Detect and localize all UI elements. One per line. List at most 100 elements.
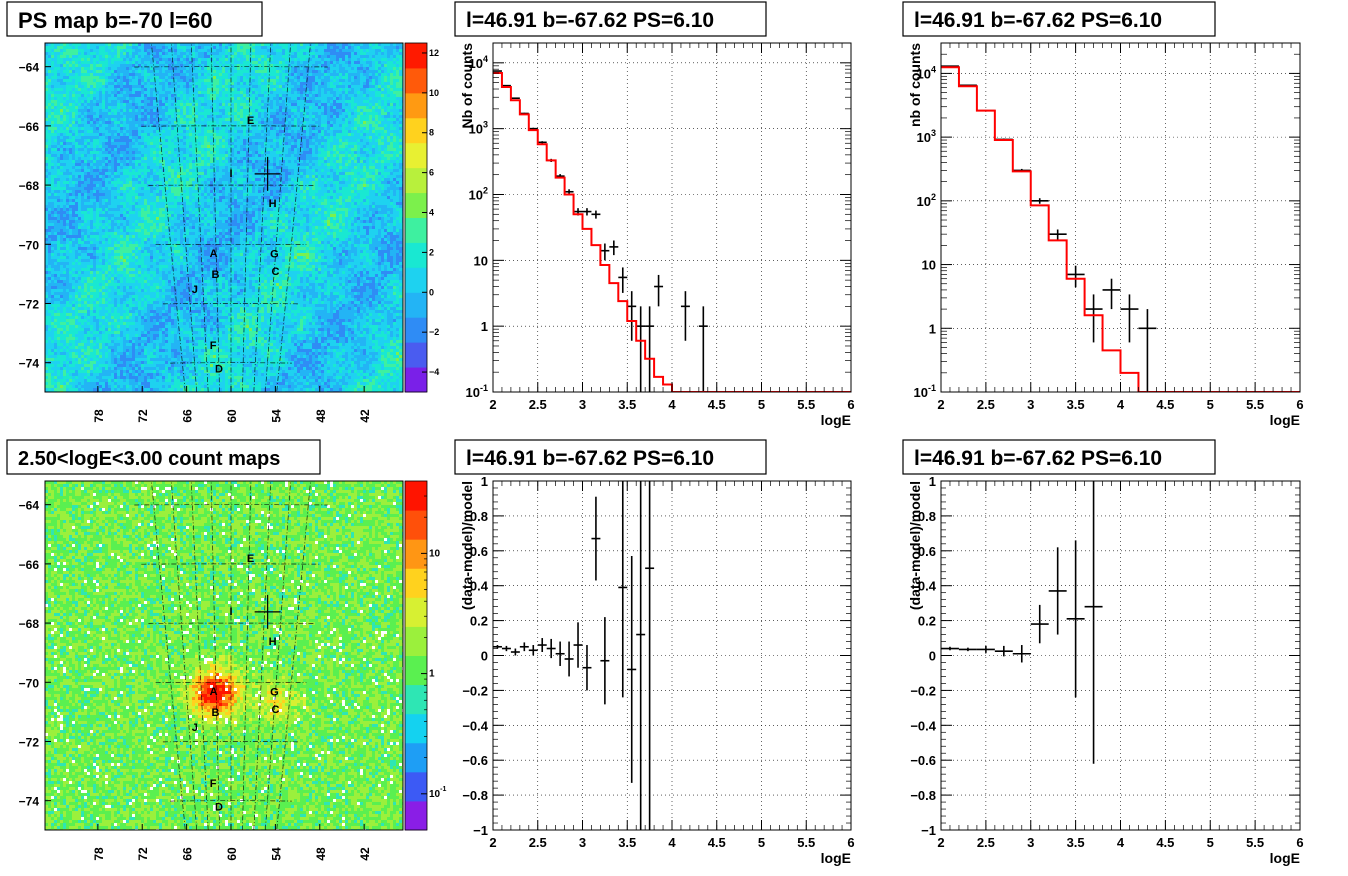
map-cell bbox=[381, 139, 384, 142]
map-cell bbox=[390, 97, 393, 100]
map-cell bbox=[171, 166, 174, 169]
map-cell bbox=[285, 64, 288, 67]
map-cell bbox=[276, 145, 279, 148]
map-cell bbox=[75, 118, 78, 121]
map-cell bbox=[177, 97, 180, 100]
map-cell bbox=[180, 148, 183, 151]
map-cell bbox=[90, 79, 93, 82]
map-cell bbox=[129, 136, 132, 139]
map-cell bbox=[303, 85, 306, 88]
map-cell bbox=[204, 109, 207, 112]
map-cell bbox=[114, 61, 117, 64]
map-cell bbox=[111, 163, 114, 166]
map-cell bbox=[105, 58, 108, 61]
map-cell bbox=[150, 151, 153, 154]
map-cell bbox=[303, 148, 306, 151]
map-cell bbox=[354, 106, 357, 109]
map-cell bbox=[354, 49, 357, 52]
map-cell bbox=[81, 145, 84, 148]
map-cell bbox=[177, 136, 180, 139]
map-cell bbox=[231, 58, 234, 61]
map-cell bbox=[90, 127, 93, 130]
map-cell bbox=[273, 115, 276, 118]
map-cell bbox=[378, 157, 381, 160]
map-cell bbox=[384, 118, 387, 121]
map-cell bbox=[321, 130, 324, 133]
map-cell bbox=[387, 112, 390, 115]
map-cell bbox=[129, 157, 132, 160]
map-cell bbox=[327, 151, 330, 154]
map-cell bbox=[141, 73, 144, 76]
map-cell bbox=[273, 157, 276, 160]
map-cell bbox=[240, 118, 243, 121]
map-cell bbox=[138, 148, 141, 151]
map-cell bbox=[210, 157, 213, 160]
map-cell bbox=[147, 160, 150, 163]
map-cell bbox=[303, 127, 306, 130]
map-cell bbox=[171, 91, 174, 94]
map-cell bbox=[144, 139, 147, 142]
map-cell bbox=[90, 73, 93, 76]
map-cell bbox=[345, 46, 348, 49]
map-cell bbox=[291, 136, 294, 139]
map-cell bbox=[126, 55, 129, 58]
map-cell bbox=[93, 151, 96, 154]
map-cell bbox=[393, 61, 396, 64]
map-cell bbox=[186, 94, 189, 97]
map-cell bbox=[66, 106, 69, 109]
map-cell bbox=[105, 139, 108, 142]
map-cell bbox=[234, 43, 237, 46]
map-cell bbox=[282, 82, 285, 85]
map-cell bbox=[306, 70, 309, 73]
map-cell bbox=[195, 163, 198, 166]
map-cell bbox=[240, 136, 243, 139]
map-cell bbox=[135, 115, 138, 118]
map-cell bbox=[330, 121, 333, 124]
map-cell bbox=[321, 70, 324, 73]
map-cell bbox=[249, 121, 252, 124]
map-cell bbox=[336, 142, 339, 145]
map-cell bbox=[396, 82, 399, 85]
map-cell bbox=[138, 139, 141, 142]
map-cell bbox=[147, 148, 150, 151]
map-cell bbox=[345, 79, 348, 82]
map-cell bbox=[132, 166, 135, 169]
map-cell bbox=[48, 88, 51, 91]
map-cell bbox=[246, 76, 249, 79]
map-cell bbox=[396, 67, 399, 70]
map-cell bbox=[312, 97, 315, 100]
map-cell bbox=[177, 154, 180, 157]
map-cell bbox=[144, 130, 147, 133]
map-cell bbox=[309, 79, 312, 82]
map-cell bbox=[258, 88, 261, 91]
map-cell bbox=[138, 151, 141, 154]
map-cell bbox=[243, 52, 246, 55]
map-cell bbox=[45, 85, 48, 88]
map-cell bbox=[222, 157, 225, 160]
map-cell bbox=[123, 61, 126, 64]
map-cell bbox=[231, 61, 234, 64]
map-cell bbox=[219, 58, 222, 61]
map-cell bbox=[258, 64, 261, 67]
map-cell bbox=[120, 52, 123, 55]
map-cell bbox=[264, 49, 267, 52]
map-cell bbox=[165, 130, 168, 133]
map-cell bbox=[126, 151, 129, 154]
map-cell bbox=[333, 46, 336, 49]
map-cell bbox=[342, 106, 345, 109]
map-cell bbox=[237, 112, 240, 115]
map-cell bbox=[324, 151, 327, 154]
map-cell bbox=[198, 70, 201, 73]
map-cell bbox=[312, 112, 315, 115]
map-cell bbox=[309, 115, 312, 118]
map-cell bbox=[192, 154, 195, 157]
map-cell bbox=[333, 142, 336, 145]
map-cell bbox=[297, 79, 300, 82]
map-cell bbox=[333, 133, 336, 136]
map-cell bbox=[312, 133, 315, 136]
map-cell bbox=[144, 112, 147, 115]
map-cell bbox=[321, 151, 324, 154]
map-cell bbox=[348, 109, 351, 112]
map-cell bbox=[348, 64, 351, 67]
